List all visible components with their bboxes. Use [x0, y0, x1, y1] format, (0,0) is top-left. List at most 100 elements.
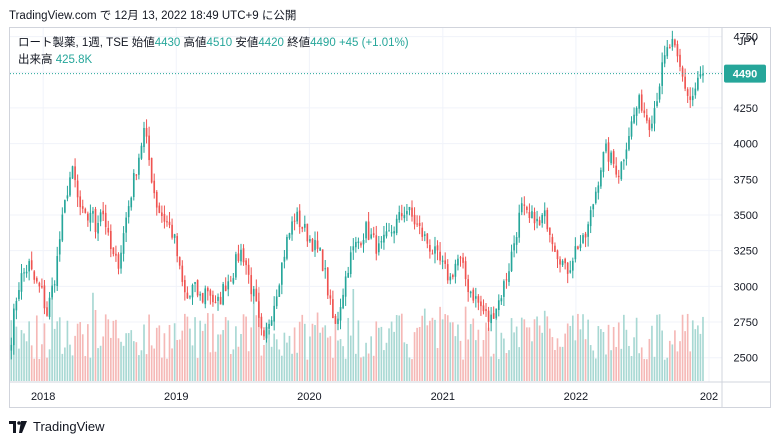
candle-body [423, 234, 426, 236]
candle-body [255, 288, 258, 302]
volume-bar [395, 315, 398, 381]
volume-bar [526, 327, 528, 381]
volume-bar [689, 351, 692, 381]
candle-body [28, 261, 30, 272]
volume-bar [51, 287, 53, 381]
volume-bar [143, 324, 145, 381]
candle-body [324, 268, 327, 270]
volume-bar [375, 321, 378, 381]
candle-body [122, 233, 125, 254]
candle-body [383, 234, 385, 243]
volume-bar [273, 333, 276, 381]
volume-bar [112, 320, 115, 381]
candle-body [352, 246, 355, 251]
candle-body [71, 166, 74, 179]
volume-bar [546, 316, 549, 381]
candle-body [691, 95, 694, 101]
tradingview-brand[interactable]: TradingView [33, 419, 105, 434]
candle-body [135, 174, 138, 176]
volume-bar [291, 353, 293, 381]
candle-body [237, 253, 240, 261]
candle-body [625, 149, 628, 159]
volume-bar [625, 329, 628, 381]
time-tick-label: 2018 [31, 391, 55, 403]
candle-body [694, 88, 697, 96]
volume-bar [130, 330, 133, 381]
candle-body [503, 281, 505, 297]
candle-body [229, 280, 232, 282]
volume-bar [643, 359, 646, 381]
candle-body [686, 89, 689, 96]
volume-bar [617, 322, 620, 381]
price-tick-label: 3000 [734, 281, 758, 293]
candle-body [311, 238, 314, 252]
candle-body [242, 248, 245, 263]
candle-body [168, 221, 171, 226]
volume-bar [393, 331, 395, 381]
candle-body [413, 214, 416, 225]
volume-bar [163, 333, 166, 381]
candle-body [191, 284, 194, 298]
volume-bar [25, 341, 28, 381]
volume-bar [377, 327, 380, 381]
volume-bar [569, 325, 572, 381]
volume-bar [186, 316, 189, 381]
candle-body [528, 212, 531, 219]
volume-bar [623, 314, 625, 381]
volume-bar [352, 289, 355, 381]
volume-bar [485, 322, 487, 381]
volume-bar [212, 313, 214, 381]
volume-bar [518, 347, 521, 381]
volume-bar [536, 316, 538, 381]
volume-bar [411, 359, 413, 381]
candle-body [656, 101, 658, 107]
candle-body [278, 285, 281, 297]
volume-bar [219, 334, 222, 381]
candle-body [222, 284, 224, 305]
candle-body [158, 205, 161, 213]
candle-body [176, 236, 179, 257]
candle-body [20, 273, 23, 292]
candle-body [58, 239, 61, 255]
symbol-label[interactable]: ロート製薬, 1週, TSE [18, 37, 129, 49]
volume-bar [543, 310, 546, 381]
volume-bar [426, 325, 429, 381]
volume-bar [638, 353, 641, 381]
candle-body [635, 108, 638, 116]
volume-bar [571, 315, 574, 381]
last-price-label: 4490 [733, 69, 757, 81]
candle-body [702, 73, 704, 76]
candle-body [145, 127, 148, 137]
volume-bar [293, 327, 296, 381]
close-value: 4490 [310, 37, 336, 49]
candle-body [339, 306, 342, 321]
volume-bar [482, 340, 485, 381]
candle-body [487, 310, 490, 322]
candle-body [349, 252, 352, 274]
candle-body [564, 258, 566, 264]
candle-body [554, 245, 556, 252]
candle-body [199, 294, 201, 296]
candle-body [252, 288, 255, 297]
candle-body [148, 135, 150, 161]
candle-body [217, 296, 219, 301]
candle-body [247, 264, 250, 275]
candle-body [543, 210, 546, 217]
volume-bar [592, 350, 595, 381]
candle-body [444, 260, 447, 264]
candle-body [628, 136, 630, 150]
volume-bar [127, 333, 130, 381]
volume-bar [324, 325, 327, 381]
volume-bar [258, 287, 260, 381]
candle-body [518, 212, 521, 238]
volume-bar [699, 333, 702, 381]
volume-bar [684, 331, 686, 381]
volume-bar [301, 314, 304, 381]
volume-bar [20, 330, 23, 381]
candle-body [651, 123, 653, 129]
candle-body [166, 221, 168, 223]
volume-bar [686, 313, 689, 381]
volume-bar [630, 356, 633, 381]
candle-body [439, 251, 441, 261]
